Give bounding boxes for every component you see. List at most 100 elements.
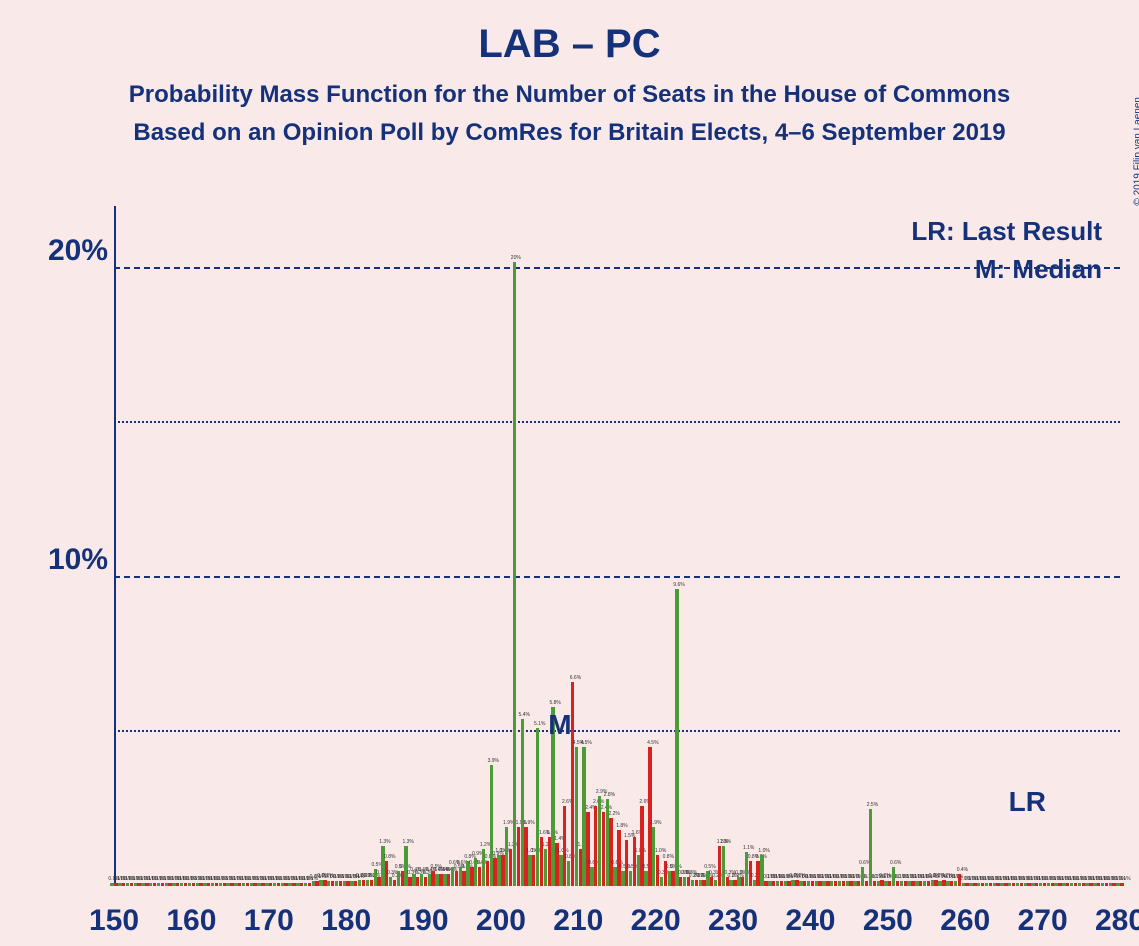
bar-red bbox=[648, 747, 651, 886]
bar-red bbox=[617, 830, 620, 886]
bar-label-red: 1.8% bbox=[616, 823, 627, 829]
bar-red bbox=[950, 881, 953, 886]
x-tick-label: 250 bbox=[863, 904, 913, 938]
bar-red bbox=[1027, 883, 1030, 886]
bar-red bbox=[1112, 883, 1115, 886]
bar-red bbox=[308, 883, 311, 886]
bar-red bbox=[942, 880, 945, 886]
bar-label-green: 4.5% bbox=[580, 740, 591, 746]
bar-red bbox=[377, 877, 380, 886]
bar-red bbox=[493, 858, 496, 886]
bar-red bbox=[439, 874, 442, 886]
bar-label-green: 1.1% bbox=[743, 845, 754, 851]
bar-label-red: 2.2% bbox=[608, 811, 619, 817]
bar-red bbox=[261, 883, 264, 886]
bar-red bbox=[857, 881, 860, 886]
bar-red bbox=[1066, 883, 1069, 886]
bar-red bbox=[323, 880, 326, 886]
bar-red bbox=[1097, 883, 1100, 886]
x-tick-label: 160 bbox=[166, 904, 216, 938]
subtitle-1: Probability Mass Function for the Number… bbox=[0, 81, 1139, 109]
bar-red bbox=[462, 871, 465, 886]
bar-red bbox=[447, 874, 450, 886]
bar-label-green: 0.5% bbox=[704, 864, 715, 870]
bar-red bbox=[563, 806, 566, 886]
bar-red bbox=[1043, 883, 1046, 886]
bar-label-green: 1.3% bbox=[379, 839, 390, 845]
bar-red bbox=[1082, 883, 1085, 886]
bar-red bbox=[633, 837, 636, 886]
bar-red bbox=[888, 881, 891, 886]
bar-red bbox=[509, 849, 512, 886]
bar-red bbox=[401, 871, 404, 886]
bar-red bbox=[764, 881, 767, 886]
bar-red bbox=[416, 877, 419, 886]
bar-red bbox=[1105, 883, 1108, 886]
bar-red bbox=[253, 883, 256, 886]
bar-red bbox=[145, 883, 148, 886]
bar-red bbox=[215, 883, 218, 886]
bar-label-red: 6.6% bbox=[570, 675, 581, 681]
bar-red bbox=[818, 881, 821, 886]
bar-red bbox=[1089, 883, 1092, 886]
bar-red bbox=[284, 883, 287, 886]
bar-red bbox=[896, 881, 899, 886]
bar-red bbox=[184, 883, 187, 886]
bar-label-green: 20% bbox=[511, 255, 521, 261]
legend-lr: LR: Last Result bbox=[911, 216, 1102, 247]
bar-red bbox=[780, 881, 783, 886]
bar-red bbox=[408, 877, 411, 886]
bar-red bbox=[424, 877, 427, 886]
bar-label-green: 5.8% bbox=[549, 700, 560, 706]
bar-red bbox=[579, 849, 582, 886]
bar-red bbox=[609, 818, 612, 886]
bar-red bbox=[811, 881, 814, 886]
x-tick-label: 150 bbox=[89, 904, 139, 938]
bar-red bbox=[153, 883, 156, 886]
bar-red bbox=[354, 881, 357, 886]
bar-red bbox=[1074, 883, 1077, 886]
last-result-marker: LR bbox=[1009, 786, 1046, 818]
bar-red bbox=[640, 806, 643, 886]
bar-red bbox=[911, 881, 914, 886]
bar-label-green: 0.6% bbox=[890, 860, 901, 866]
bar-red bbox=[331, 881, 334, 886]
bar-red bbox=[927, 881, 930, 886]
bar-red bbox=[370, 880, 373, 886]
bar-red bbox=[192, 883, 195, 886]
bar-label-red: 1.9% bbox=[523, 820, 534, 826]
bar-label-green: 9.6% bbox=[673, 582, 684, 588]
bar-red bbox=[756, 861, 759, 886]
bar-red bbox=[168, 883, 171, 886]
bar-red bbox=[130, 883, 133, 886]
bar-red bbox=[223, 883, 226, 886]
bar-red bbox=[904, 881, 907, 886]
bar-red bbox=[230, 883, 233, 886]
bar-red bbox=[865, 881, 868, 886]
bar-red bbox=[594, 806, 597, 886]
bar-red bbox=[741, 877, 744, 886]
x-tick-label: 270 bbox=[1018, 904, 1068, 938]
main-title: LAB – PC bbox=[0, 22, 1139, 67]
bar-red bbox=[339, 881, 342, 886]
bar-red bbox=[269, 883, 272, 886]
bar-label-green: 1.3% bbox=[720, 839, 731, 845]
grid-major bbox=[114, 267, 1120, 269]
bar-red bbox=[532, 855, 535, 886]
bar-red bbox=[973, 883, 976, 886]
bar-red bbox=[1058, 883, 1061, 886]
bar-red bbox=[517, 827, 520, 886]
grid-major bbox=[114, 576, 1120, 578]
bar-red bbox=[1004, 883, 1007, 886]
subtitle-2: Based on an Opinion Poll by ComRes for B… bbox=[0, 119, 1139, 147]
bar-red bbox=[176, 883, 179, 886]
bar-label-green: 5.4% bbox=[519, 712, 530, 718]
bar-red bbox=[137, 883, 140, 886]
x-tick-label: 260 bbox=[940, 904, 990, 938]
bar-label-red: 0.8% bbox=[663, 854, 674, 860]
bar-red bbox=[114, 883, 117, 886]
bar-red bbox=[246, 883, 249, 886]
bar-red bbox=[548, 837, 551, 886]
bar-red bbox=[1120, 883, 1123, 886]
bar-red bbox=[1035, 883, 1038, 886]
